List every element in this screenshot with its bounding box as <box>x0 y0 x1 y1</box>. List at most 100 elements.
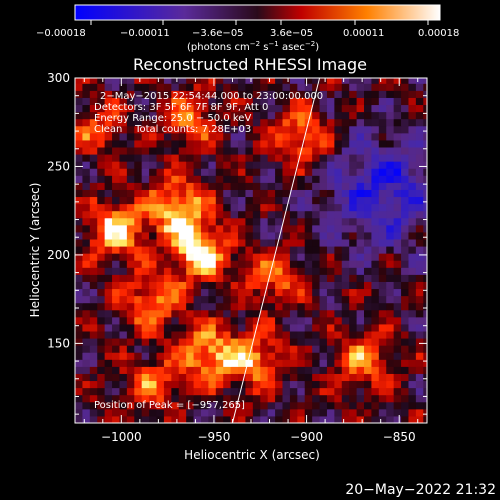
heatmap-cell <box>141 309 150 318</box>
heatmap-cell <box>289 139 298 148</box>
heatmap-cell <box>386 231 395 240</box>
heatmap-cell <box>386 345 395 353</box>
heatmap-cell <box>401 408 409 417</box>
heatmap-cell <box>215 373 224 382</box>
heatmap-cell <box>319 147 328 155</box>
heatmap-cell <box>141 401 150 410</box>
heatmap-cell <box>297 274 306 282</box>
heatmap-cell <box>319 104 328 113</box>
heatmap-cell <box>163 309 172 318</box>
heatmap-cell <box>349 239 358 247</box>
heatmap-cell <box>319 118 328 127</box>
heatmap-cell <box>163 373 172 382</box>
heatmap-cell <box>89 111 98 120</box>
heatmap-cell <box>341 118 350 127</box>
heatmap-cell <box>260 111 269 120</box>
heatmap-cell <box>364 118 372 127</box>
heatmap-cell <box>319 309 328 318</box>
heatmap-cell <box>267 295 276 304</box>
heatmap-cell <box>275 380 283 389</box>
heatmap-cell <box>267 217 276 226</box>
heatmap-cell <box>289 78 298 84</box>
heatmap-cell <box>423 168 427 176</box>
heatmap-cell <box>289 118 298 127</box>
heatmap-cell <box>356 359 365 367</box>
heatmap-cell <box>423 175 427 183</box>
heatmap-cell <box>193 203 202 212</box>
heatmap-cell <box>386 118 395 127</box>
heatmap-cell <box>371 104 380 113</box>
heatmap-cell <box>275 97 283 106</box>
heatmap-cell <box>252 125 261 134</box>
heatmap-cell <box>289 231 298 240</box>
info-block: 2−May−2015 22:54:44.000 to 23:00:00.000 … <box>94 91 323 411</box>
heatmap-cell <box>141 323 150 332</box>
heatmap-cell <box>408 408 417 417</box>
heatmap-cell <box>215 168 224 176</box>
heatmap-cell <box>163 125 172 134</box>
heatmap-cell <box>364 125 372 134</box>
heatmap-cell <box>89 309 98 318</box>
heatmap-cell <box>364 231 372 240</box>
heatmap-cell <box>178 78 187 84</box>
heatmap-cell <box>334 175 343 183</box>
heatmap-cell <box>260 331 269 339</box>
heatmap-cell <box>401 210 409 219</box>
heatmap-cell <box>223 189 232 198</box>
heatmap-cell <box>289 309 298 318</box>
heatmap-cell <box>371 295 380 304</box>
heatmap-cell <box>408 366 417 374</box>
heatmap-cell <box>304 331 313 339</box>
heatmap-cell <box>238 415 246 423</box>
heatmap-cell <box>126 239 135 247</box>
heatmap-cell <box>304 316 313 325</box>
heatmap-cell <box>245 323 254 332</box>
heatmap-cell <box>378 139 387 148</box>
heatmap-cell <box>104 331 113 339</box>
heatmap-cell <box>423 210 427 219</box>
heatmap-cell <box>334 387 343 396</box>
heatmap-cell <box>156 387 165 396</box>
heatmap-cell <box>112 147 120 155</box>
heatmap-cell <box>319 352 328 360</box>
heatmap-cell <box>215 274 224 282</box>
heatmap-cell <box>97 132 106 141</box>
heatmap-cell <box>178 90 187 98</box>
heatmap-cell <box>178 203 187 212</box>
heatmap-cell <box>304 154 313 162</box>
heatmap-cell <box>97 104 106 113</box>
heatmap-cell <box>297 345 306 353</box>
heatmap-cell <box>208 338 217 346</box>
heatmap-cell <box>356 345 365 353</box>
heatmap-cell <box>230 415 239 423</box>
heatmap-cell <box>252 295 261 304</box>
heatmap-cell <box>178 175 187 183</box>
heatmap-cell <box>319 302 328 311</box>
heatmap-cell <box>200 274 209 282</box>
heatmap-cell <box>356 90 365 98</box>
heatmap-cell <box>89 387 98 396</box>
heatmap-cell <box>386 401 395 410</box>
heatmap-cell <box>141 352 150 360</box>
heatmap-cell <box>312 147 321 155</box>
heatmap-cell <box>119 373 128 382</box>
info-line-time: 2−May−2015 22:54:44.000 to 23:00:00.000 <box>100 91 323 102</box>
heatmap-cell <box>82 189 91 198</box>
heatmap-cell <box>230 139 239 148</box>
heatmap-cell <box>178 111 187 120</box>
heatmap-cell <box>408 316 417 325</box>
heatmap-cell <box>364 331 372 339</box>
heatmap-cell <box>193 345 202 353</box>
heatmap-cell <box>349 295 358 304</box>
heatmap-cell <box>134 161 143 169</box>
heatmap-cell <box>312 97 321 106</box>
heatmap-cell <box>193 231 202 240</box>
heatmap-cell <box>75 168 83 176</box>
heatmap-cell <box>319 182 328 190</box>
heatmap-cell <box>334 125 343 134</box>
heatmap-cell <box>423 90 427 98</box>
chart-title: Reconstructed RHESSI Image <box>133 55 367 74</box>
heatmap-cell <box>200 189 209 198</box>
heatmap-cell <box>378 331 387 339</box>
